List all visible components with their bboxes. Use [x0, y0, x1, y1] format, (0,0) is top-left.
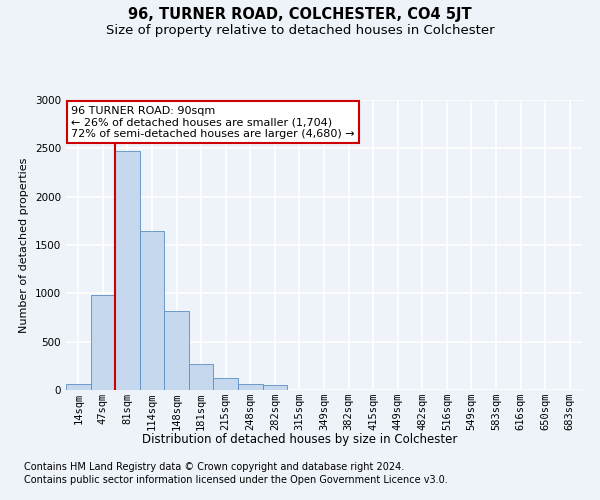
Text: Contains public sector information licensed under the Open Government Licence v3: Contains public sector information licen…: [24, 475, 448, 485]
Bar: [115, 151, 140, 390]
Bar: [66, 384, 91, 390]
Y-axis label: Number of detached properties: Number of detached properties: [19, 158, 29, 332]
Text: Distribution of detached houses by size in Colchester: Distribution of detached houses by size …: [142, 432, 458, 446]
Bar: [189, 364, 214, 390]
Bar: [140, 230, 164, 390]
Bar: [214, 378, 238, 390]
Text: Size of property relative to detached houses in Colchester: Size of property relative to detached ho…: [106, 24, 494, 37]
Text: Contains HM Land Registry data © Crown copyright and database right 2024.: Contains HM Land Registry data © Crown c…: [24, 462, 404, 472]
Bar: [263, 385, 287, 390]
Bar: [164, 310, 189, 390]
Text: 96, TURNER ROAD, COLCHESTER, CO4 5JT: 96, TURNER ROAD, COLCHESTER, CO4 5JT: [128, 8, 472, 22]
Text: 96 TURNER ROAD: 90sqm
← 26% of detached houses are smaller (1,704)
72% of semi-d: 96 TURNER ROAD: 90sqm ← 26% of detached …: [71, 106, 355, 139]
Bar: [238, 384, 263, 390]
Bar: [91, 296, 115, 390]
